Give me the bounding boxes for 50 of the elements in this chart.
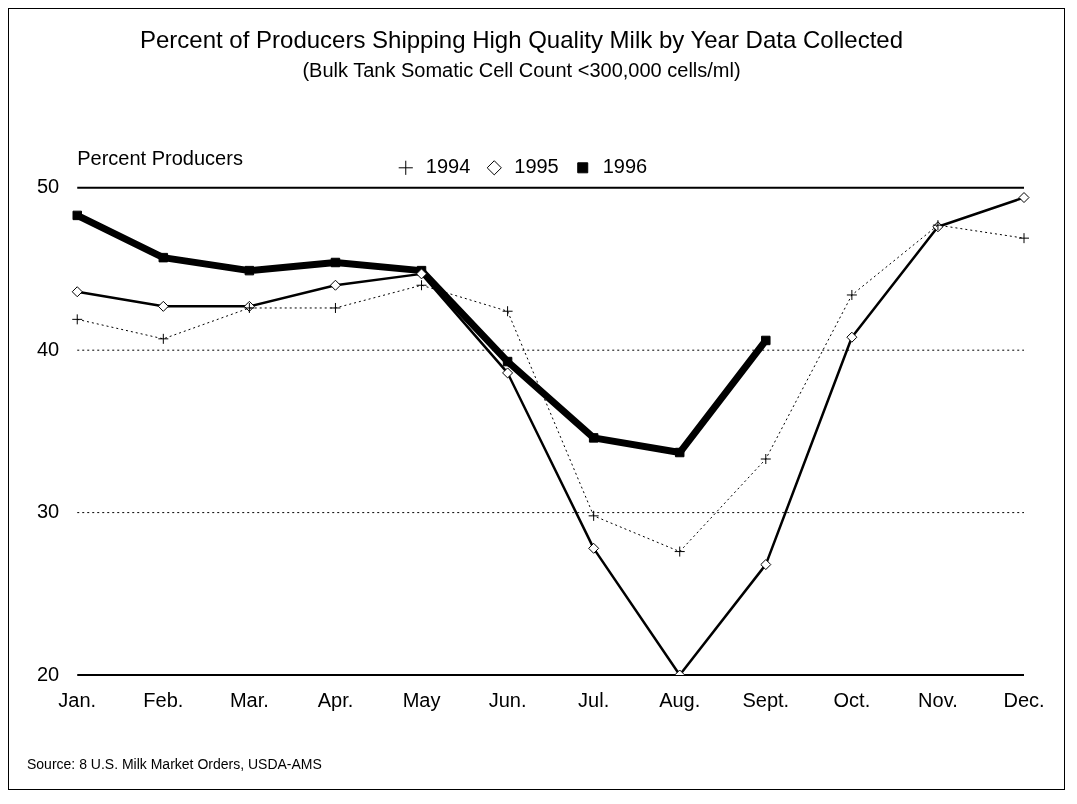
x-tick-label: Dec. — [1003, 688, 1045, 711]
y-tick-label: 20 — [37, 662, 60, 685]
point — [760, 453, 772, 465]
point — [761, 335, 771, 346]
legend-label: 1996 — [602, 155, 648, 178]
chart-title: Percent of Producers Shipping High Quality Milk by Year Data Collected — [139, 26, 904, 54]
x-tick-label: Jun. — [488, 688, 527, 711]
point — [157, 300, 169, 312]
x-tick-label: Jul. — [578, 688, 610, 711]
point — [674, 546, 686, 558]
x-tick-label: Oct. — [833, 688, 871, 711]
point — [502, 305, 514, 317]
point — [588, 542, 600, 554]
point — [71, 313, 83, 325]
y-tick-label: 40 — [37, 337, 60, 360]
x-tick-label: Sept. — [742, 688, 790, 711]
point — [72, 210, 82, 221]
x-tick-label: Aug. — [659, 688, 701, 711]
point — [588, 510, 600, 522]
y-tick-label: 50 — [37, 175, 60, 198]
x-tick-label: Apr. — [317, 688, 354, 711]
y-axis-title: Percent Producers — [77, 147, 243, 170]
point — [330, 257, 341, 268]
point — [1018, 192, 1030, 204]
point — [502, 356, 513, 367]
point — [674, 447, 685, 458]
point — [157, 333, 169, 345]
point — [416, 268, 428, 280]
x-tick-label: Nov. — [918, 688, 958, 711]
legend-label: 1994 — [425, 155, 471, 178]
x-tick-label: Jan. — [58, 688, 97, 711]
point — [329, 279, 341, 291]
x-tick-label: Mar. — [229, 688, 269, 711]
point — [1018, 232, 1030, 244]
point — [244, 265, 255, 276]
y-tick-label: 30 — [37, 500, 60, 523]
x-tick-label: Feb. — [143, 688, 184, 711]
x-tick-label: May — [402, 688, 441, 711]
point — [846, 331, 858, 343]
point — [502, 367, 514, 379]
point — [846, 289, 858, 301]
point — [760, 559, 772, 571]
point — [71, 286, 83, 298]
legend-label: 1995 — [514, 155, 559, 178]
point — [588, 433, 599, 443]
point — [158, 252, 169, 263]
point — [416, 279, 428, 291]
source-note: Source: 8 U.S. Milk Market Orders, USDA-AMS — [27, 756, 322, 772]
chart-subtitle: (Bulk Tank Somatic Cell Count <300,000 cells/ml) — [302, 59, 741, 82]
point — [329, 302, 341, 314]
